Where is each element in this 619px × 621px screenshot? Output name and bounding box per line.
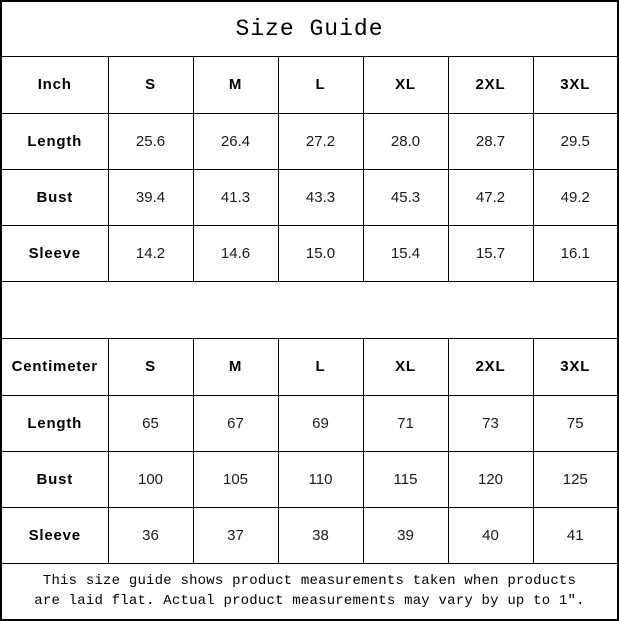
inch-length-row: Length 25.6 26.4 27.2 28.0 28.7 29.5 [0,112,619,170]
value-cell: 15.4 [362,224,449,282]
value-cell: 26.4 [192,112,279,170]
value-cell: 15.7 [447,224,534,282]
value-cell: 36 [107,506,194,564]
size-header-xl: XL [362,337,449,396]
value-cell: 100 [107,450,194,508]
value-cell: 45.3 [362,168,449,226]
value-cell: 29.5 [532,112,619,170]
row-label-length: Length [0,112,109,170]
value-cell: 110 [277,450,364,508]
size-header-2xl: 2XL [447,337,534,396]
value-cell: 47.2 [447,168,534,226]
value-cell: 125 [532,450,619,508]
value-cell: 75 [532,394,619,452]
spacer-cell [0,280,619,339]
value-cell: 15.0 [277,224,364,282]
row-label-sleeve: Sleeve [0,224,109,282]
value-cell: 71 [362,394,449,452]
size-header-2xl: 2XL [447,55,534,114]
value-cell: 28.7 [447,112,534,170]
row-label-length: Length [0,394,109,452]
size-header-3xl: 3XL [532,55,619,114]
value-cell: 67 [192,394,279,452]
inch-bust-row: Bust 39.4 41.3 43.3 45.3 47.2 49.2 [0,168,619,226]
value-cell: 43.3 [277,168,364,226]
value-cell: 41.3 [192,168,279,226]
size-header-l: L [277,337,364,396]
inch-unit-header: Inch [0,55,109,114]
value-cell: 40 [447,506,534,564]
footer-note-line1: This size guide shows product measuremen… [42,572,577,589]
cm-length-row: Length 65 67 69 71 73 75 [0,394,619,452]
row-label-bust: Bust [0,450,109,508]
value-cell: 27.2 [277,112,364,170]
value-cell: 105 [192,450,279,508]
cm-header-row: Centimeter S M L XL 2XL 3XL [0,337,619,396]
value-cell: 73 [447,394,534,452]
value-cell: 69 [277,394,364,452]
cm-unit-header: Centimeter [0,337,109,396]
value-cell: 120 [447,450,534,508]
value-cell: 115 [362,450,449,508]
footer-row: This size guide shows product measuremen… [0,562,619,621]
size-header-s: S [107,337,194,396]
value-cell: 14.2 [107,224,194,282]
value-cell: 38 [277,506,364,564]
value-cell: 28.0 [362,112,449,170]
row-label-bust: Bust [0,168,109,226]
size-header-l: L [277,55,364,114]
value-cell: 49.2 [532,168,619,226]
size-header-s: S [107,55,194,114]
page-title: Size Guide [0,0,619,57]
cm-bust-row: Bust 100 105 110 115 120 125 [0,450,619,508]
size-header-3xl: 3XL [532,337,619,396]
cm-sleeve-row: Sleeve 36 37 38 39 40 41 [0,506,619,564]
value-cell: 14.6 [192,224,279,282]
row-label-sleeve: Sleeve [0,506,109,564]
size-header-xl: XL [362,55,449,114]
value-cell: 39.4 [107,168,194,226]
inch-sleeve-row: Sleeve 14.2 14.6 15.0 15.4 15.7 16.1 [0,224,619,282]
size-header-m: M [192,337,279,396]
footer-note: This size guide shows product measuremen… [0,562,619,621]
value-cell: 37 [192,506,279,564]
size-header-m: M [192,55,279,114]
title-row: Size Guide [0,0,619,57]
spacer-row [0,280,619,339]
value-cell: 16.1 [532,224,619,282]
inch-header-row: Inch S M L XL 2XL 3XL [0,55,619,114]
footer-note-line2: are laid flat. Actual product measuremen… [34,593,585,610]
value-cell: 39 [362,506,449,564]
value-cell: 65 [107,394,194,452]
value-cell: 41 [532,506,619,564]
value-cell: 25.6 [107,112,194,170]
